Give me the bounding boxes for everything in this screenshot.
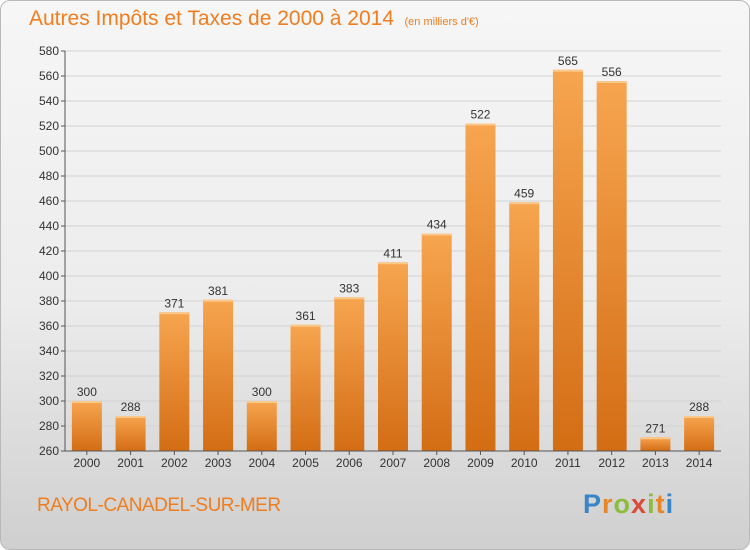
bar <box>421 233 452 451</box>
bar-value-label: 361 <box>296 309 316 323</box>
bar <box>159 312 190 451</box>
bar-value-label: 371 <box>164 296 184 310</box>
y-tick-label: 540 <box>39 94 59 108</box>
logo-letter: t <box>655 489 666 519</box>
logo-letter: o <box>613 489 632 519</box>
bar <box>203 299 234 451</box>
y-tick-label: 560 <box>39 69 59 83</box>
bar <box>596 81 627 451</box>
bar-highlight <box>378 262 408 265</box>
logo-letter: P <box>583 489 603 519</box>
logo-letter: i <box>665 489 675 519</box>
bar-value-label: 459 <box>514 186 534 200</box>
bar <box>684 416 715 451</box>
x-tick-label: 2012 <box>598 456 625 470</box>
bar-highlight <box>246 401 277 403</box>
bar <box>334 297 365 451</box>
bar-highlight <box>509 202 540 205</box>
bar-highlight <box>640 437 671 440</box>
bar <box>552 69 583 451</box>
y-tick-label: 320 <box>39 369 59 383</box>
x-tick-label: 2013 <box>642 456 669 470</box>
bar <box>509 202 540 451</box>
bar-value-label: 434 <box>427 218 447 232</box>
y-tick-label: 360 <box>39 319 59 333</box>
proxiti-logo: Proxiti <box>583 489 674 520</box>
y-tick-label: 260 <box>39 444 59 458</box>
axes: 260 280 300 320 340 360 380 400 420 440 460 480 500 5… <box>39 44 721 470</box>
bar <box>246 401 277 451</box>
bar <box>378 262 408 451</box>
x-tick-label: 2003 <box>205 456 232 470</box>
chart-title-unit: (en milliers d'€) <box>404 16 479 28</box>
bar <box>290 324 321 451</box>
bar-value-label: 288 <box>689 400 709 414</box>
bar-value-label: 383 <box>339 281 359 295</box>
bar <box>640 437 671 451</box>
bar-highlight <box>465 123 496 126</box>
y-tick-label: 520 <box>39 119 59 133</box>
bar-highlight <box>596 81 627 83</box>
x-tick-label: 2005 <box>292 456 319 470</box>
bar-highlight <box>421 233 452 236</box>
bar <box>115 416 146 451</box>
x-tick-label: 2002 <box>161 456 188 470</box>
bar-value-label: 300 <box>252 385 272 399</box>
bar-highlight <box>290 324 321 327</box>
x-tick-label: 2009 <box>467 456 494 470</box>
bar-value-label: 271 <box>645 421 665 435</box>
y-tick-label: 400 <box>39 269 59 283</box>
x-tick-label: 2007 <box>380 456 407 470</box>
bar-value-label: 565 <box>558 54 578 68</box>
bar-highlight <box>71 401 102 403</box>
y-tick-label: 300 <box>39 394 59 408</box>
x-tick-label: 2006 <box>336 456 363 470</box>
bar-value-label: 300 <box>77 385 97 399</box>
x-tick-label: 2011 <box>555 456 581 470</box>
logo-letter: r <box>602 489 614 519</box>
y-tick-label: 420 <box>39 244 59 258</box>
chart-title: Autres Impôts et Taxes de 2000 à 2014 (e… <box>29 7 479 31</box>
logo-letter: i <box>647 489 656 519</box>
bar-value-label: 522 <box>470 108 490 122</box>
y-tick-label: 500 <box>39 144 59 158</box>
bar-value-label: 288 <box>121 400 141 414</box>
y-tick-label: 380 <box>39 294 59 308</box>
bar-highlight <box>552 69 583 72</box>
y-tick-label: 340 <box>39 344 59 358</box>
logo-letter: x <box>631 489 648 519</box>
bar-highlight <box>159 312 190 315</box>
x-tick-label: 2008 <box>423 456 450 470</box>
bar <box>71 401 102 451</box>
bar-highlight <box>203 299 234 302</box>
y-tick-label: 440 <box>39 219 59 233</box>
y-tick-label: 580 <box>39 44 59 58</box>
bar-value-label: 411 <box>383 246 402 260</box>
x-tick-label: 2004 <box>248 456 275 470</box>
y-tick-label: 480 <box>39 169 59 183</box>
chart-title-main: Autres Impôts et Taxes de 2000 à 2014 <box>29 7 395 30</box>
bar-highlight <box>334 297 365 300</box>
bar-highlight <box>684 416 715 418</box>
commune-name: RAYOL-CANADEL-SUR-MER <box>37 495 281 516</box>
bar-value-label: 381 <box>208 284 228 298</box>
x-tick-label: 2001 <box>117 456 144 470</box>
x-tick-label: 2014 <box>686 456 713 470</box>
bars: 300 288 371 381 300 361 383 411 434 522 459 565 556 2… <box>71 54 715 451</box>
y-tick-label: 460 <box>39 194 59 208</box>
bar-highlight <box>115 416 146 418</box>
x-tick-label: 2000 <box>74 456 101 470</box>
x-tick-label: 2010 <box>511 456 538 470</box>
y-tick-label: 280 <box>39 419 59 433</box>
bar <box>465 123 496 451</box>
bar-value-label: 556 <box>602 65 622 79</box>
